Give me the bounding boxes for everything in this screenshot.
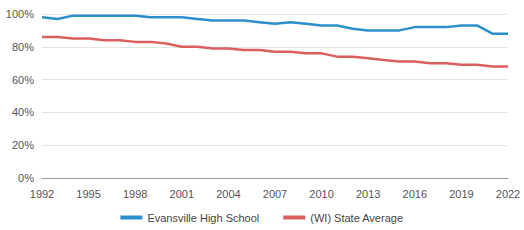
svg-text:Evansville High School: Evansville High School (147, 212, 259, 224)
svg-text:100%: 100% (6, 8, 34, 20)
svg-text:1992: 1992 (30, 188, 54, 200)
svg-text:2013: 2013 (356, 188, 380, 200)
svg-text:2007: 2007 (263, 188, 287, 200)
svg-text:2004: 2004 (216, 188, 240, 200)
svg-text:40%: 40% (12, 106, 34, 118)
svg-text:2022: 2022 (496, 188, 520, 200)
svg-text:0%: 0% (18, 172, 34, 184)
svg-text:2019: 2019 (449, 188, 473, 200)
svg-text:2016: 2016 (403, 188, 427, 200)
svg-text:1995: 1995 (76, 188, 100, 200)
svg-text:80%: 80% (12, 41, 34, 53)
svg-text:20%: 20% (12, 139, 34, 151)
svg-text:2001: 2001 (170, 188, 194, 200)
svg-text:(WI) State Average: (WI) State Average (310, 212, 403, 224)
svg-text:1998: 1998 (123, 188, 147, 200)
svg-text:2010: 2010 (309, 188, 333, 200)
svg-text:60%: 60% (12, 74, 34, 86)
